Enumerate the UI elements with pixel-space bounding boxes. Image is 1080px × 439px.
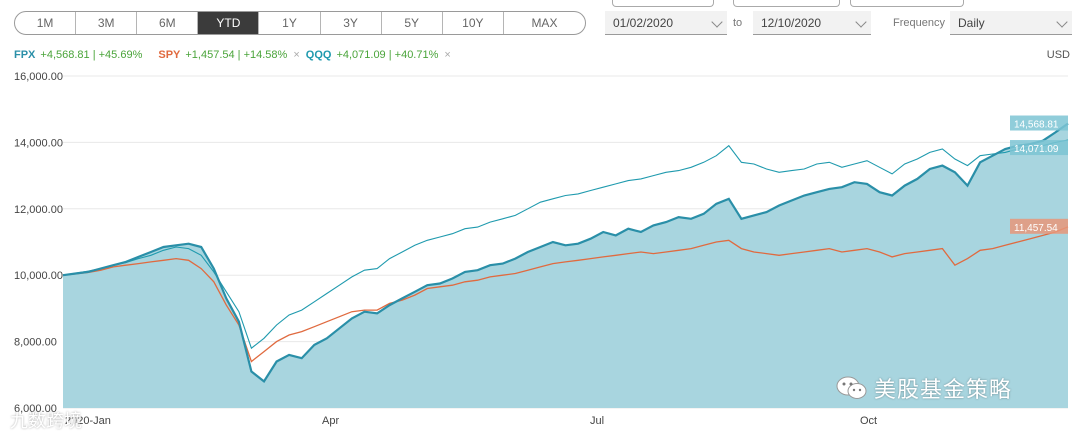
end-value-label: 14,071.09 xyxy=(1014,144,1059,155)
x-tick-label: 2020-Jan xyxy=(65,415,111,427)
range-button-1y[interactable]: 1Y xyxy=(259,12,321,34)
end-date-value: 12/10/2020 xyxy=(761,16,822,30)
range-button-10y[interactable]: 10Y xyxy=(443,12,504,34)
range-button-ytd[interactable]: YTD xyxy=(198,12,260,34)
start-date-value: 01/02/2020 xyxy=(613,16,674,30)
end-date-select[interactable]: 12/10/2020 xyxy=(753,11,871,35)
range-button-3m[interactable]: 3M xyxy=(76,12,138,34)
frequency-label: Frequency xyxy=(893,17,945,29)
date-to-label: to xyxy=(733,17,743,29)
remove-series-icon[interactable]: × xyxy=(444,49,451,61)
end-label-box xyxy=(1010,140,1068,156)
wechat-icon xyxy=(836,376,867,399)
y-tick-label: 16,000.00 xyxy=(14,71,63,83)
chevron-down-icon xyxy=(1056,16,1068,28)
legend-ticker-fpx: FPX xyxy=(14,49,36,61)
range-button-5y[interactable]: 5Y xyxy=(382,12,443,34)
toolbar-stub-right xyxy=(850,0,964,7)
toolbar-stub-left xyxy=(612,0,714,7)
range-button-1m[interactable]: 1M xyxy=(15,12,77,34)
y-tick-label: 6,000.00 xyxy=(14,403,57,415)
range-button-max[interactable]: MAX xyxy=(531,16,558,30)
y-tick-label: 12,000.00 xyxy=(14,204,63,216)
toolbar-stub-middle xyxy=(733,0,840,7)
series-line-spy xyxy=(62,226,1069,363)
watermark-text: 美股基金策略 xyxy=(874,377,1013,402)
x-tick-label: Apr xyxy=(322,415,339,427)
chart-legend: FPX +4,568.81 | +45.69% SPY +1,457.54 | +14… xyxy=(14,49,457,61)
corner-watermark: 九数跨境 xyxy=(10,411,82,431)
chevron-down-icon xyxy=(855,16,867,28)
start-date-select[interactable]: 01/02/2020 xyxy=(605,11,727,35)
y-tick-label: 8,000.00 xyxy=(14,337,57,349)
series-line-qqq xyxy=(62,139,1069,350)
end-value-label: 14,568.81 xyxy=(1014,120,1059,131)
series-area-fpx xyxy=(63,123,1068,408)
frequency-select[interactable]: Daily xyxy=(950,11,1072,35)
end-label-box xyxy=(1010,218,1068,234)
end-value-label: 11,457.54 xyxy=(1014,223,1058,234)
end-label-box xyxy=(1010,115,1068,131)
frequency-value: Daily xyxy=(958,16,985,30)
legend-change-qqq: +4,071.09 | +40.71% xyxy=(336,49,439,61)
legend-change-fpx: +4,568.81 | +45.69% xyxy=(40,49,143,61)
currency-label: USD xyxy=(1046,49,1070,61)
legend-ticker-spy: SPY xyxy=(158,49,181,61)
range-button-6m[interactable]: 6M xyxy=(137,12,199,34)
legend-change-spy: +1,457.54 | +14.58% xyxy=(185,49,288,61)
y-tick-label: 10,000.00 xyxy=(14,270,63,282)
remove-series-icon[interactable]: × xyxy=(293,49,300,61)
y-tick-label: 14,000.00 xyxy=(14,137,63,149)
chevron-down-icon xyxy=(711,16,723,28)
legend-ticker-qqq: QQQ xyxy=(305,49,332,61)
series-line-fpx xyxy=(62,122,1069,384)
watermark: 美股基金策略 xyxy=(836,372,1012,404)
x-tick-label: Oct xyxy=(860,415,877,427)
range-button-3y[interactable]: 3Y xyxy=(321,12,382,34)
range-selector: 1M 3M 6M YTD 1Y 3Y 5Y 10Y MAX xyxy=(14,11,586,35)
x-tick-label: Jul xyxy=(590,415,604,427)
